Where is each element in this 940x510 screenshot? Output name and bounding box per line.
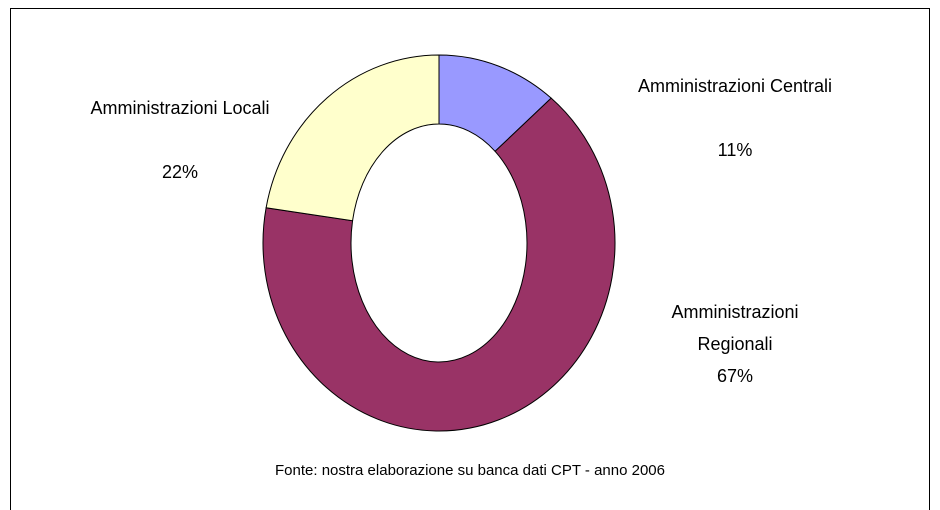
slice-label: Amministrazioni Regionali (671, 302, 799, 354)
frame (10, 8, 930, 510)
slice-label: Amministrazioni Centrali (637, 76, 833, 96)
slice-value-label: 22% (161, 162, 199, 182)
annotation: Fonte: nostra elaborazione su banca dati… (275, 462, 665, 479)
slice-value-label: 67% (716, 366, 754, 386)
donut-slice (262, 97, 616, 432)
slice-value-label: 11% (717, 140, 753, 160)
donut-slice (265, 54, 440, 222)
slice-label: Amministrazioni Locali (90, 98, 270, 118)
